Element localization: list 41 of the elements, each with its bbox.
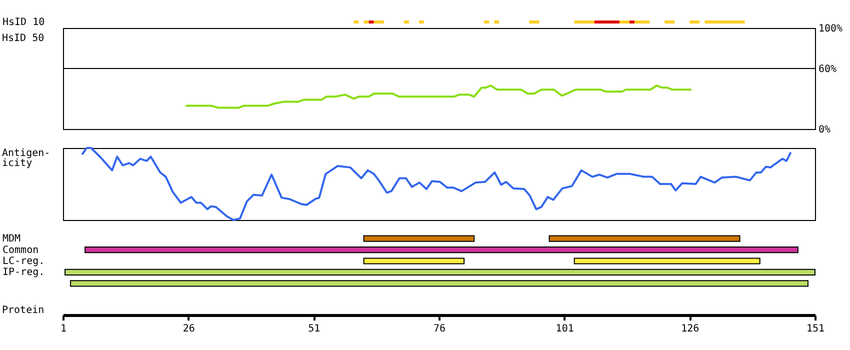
bar <box>664 20 675 24</box>
x-tick-label: 101 <box>556 324 574 334</box>
bar <box>354 20 359 24</box>
bar <box>704 20 745 24</box>
bar <box>418 20 424 24</box>
y-tick-label: IP-reg. <box>2 267 45 278</box>
y-tick-label: Common <box>2 244 39 256</box>
x-tick-label: 126 <box>681 324 700 334</box>
bar <box>364 20 369 24</box>
x-tick-label: 151 <box>806 324 825 334</box>
bar <box>594 20 620 24</box>
x-tick-label: 26 <box>182 324 195 334</box>
bar <box>574 20 594 24</box>
bar <box>690 20 700 24</box>
bar <box>70 280 808 287</box>
y-axis-title: Antigen- icity <box>2 148 50 169</box>
y-tick-label: 100% <box>818 24 843 34</box>
x-tick-label: 76 <box>433 324 446 334</box>
bar <box>84 246 798 254</box>
y-tick-label: MDM <box>2 234 21 245</box>
bar <box>574 258 760 264</box>
x-tick-label: 1 <box>60 324 67 334</box>
bar <box>64 268 816 276</box>
bar <box>529 20 540 24</box>
bar <box>548 235 740 242</box>
line-series <box>185 84 692 109</box>
bar <box>368 20 374 24</box>
bar <box>484 20 490 24</box>
y-tick-label: HsID 10 <box>2 17 45 28</box>
y-axis-title: HsID 50 <box>2 33 44 44</box>
bar <box>374 20 384 24</box>
y-tick-label: 60% <box>818 64 837 75</box>
y-tick-label: LC-reg. <box>2 256 45 267</box>
bar <box>494 20 500 24</box>
x-axis-title: Protein <box>2 305 44 316</box>
bar <box>630 20 635 24</box>
x-tick-label: 51 <box>308 324 320 334</box>
bar <box>404 20 409 24</box>
y-tick-label: 0% <box>818 124 831 136</box>
bar <box>619 20 630 24</box>
bar <box>634 20 650 24</box>
